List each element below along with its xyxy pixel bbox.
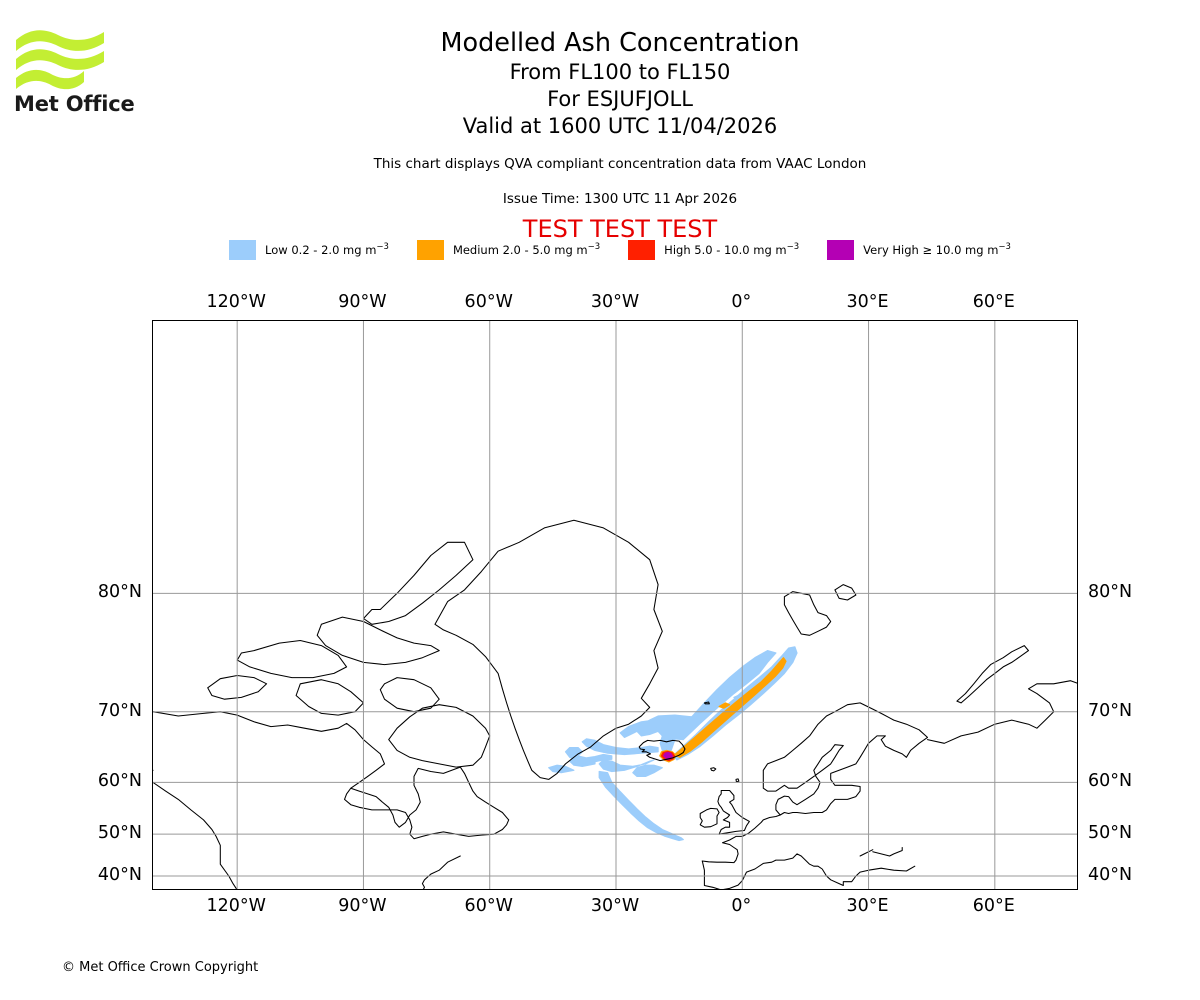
legend-label-low: Low 0.2 - 2.0 mg m−3 xyxy=(265,242,389,257)
lat-tick-right-60: 60°N xyxy=(1088,771,1133,792)
legend-swatch-high xyxy=(628,240,656,260)
coastline-segment-0 xyxy=(434,519,663,780)
coastline-segment-25 xyxy=(710,767,717,772)
coastline-segment-21 xyxy=(783,591,832,636)
legend-entry-low: Low 0.2 - 2.0 mg m−3 xyxy=(229,240,417,260)
ash-plume-low xyxy=(548,646,798,842)
coastline-segment-11 xyxy=(153,781,238,889)
flight-level-subtitle: From FL100 to FL150 xyxy=(509,60,731,84)
legend-label-high: High 5.0 - 10.0 mg m−3 xyxy=(664,242,800,257)
coastline-segment-2 xyxy=(316,616,440,666)
legend-label-medium: Medium 2.0 - 5.0 mg m−3 xyxy=(452,242,601,257)
lon-tick-top-30: 30°E xyxy=(846,292,889,312)
ash-low-polygon-8 xyxy=(598,770,684,842)
legend-label-very-high: Very High ≥ 10.0 mg m−3 xyxy=(863,242,1011,257)
coastline-segment-17 xyxy=(701,814,781,864)
lon-tick-top--60: 60°W xyxy=(464,292,513,312)
ash-low-polygon-6 xyxy=(569,758,596,767)
coastline-segment-14 xyxy=(717,789,750,835)
lon-tick-top-60: 60°E xyxy=(972,292,1015,312)
ash-medium-polygon-1 xyxy=(718,702,731,709)
chart-note: This chart displays QVA compliant concen… xyxy=(373,156,867,172)
coastline-segment-6 xyxy=(379,677,440,713)
concentration-legend: Low 0.2 - 2.0 mg m−3 Medium 2.0 - 5.0 mg … xyxy=(150,239,1090,261)
page-title: Modelled Ash Concentration xyxy=(440,28,800,58)
lon-tick-top--90: 90°W xyxy=(338,292,387,312)
map-frame xyxy=(152,320,1078,890)
lon-tick-top-0: 0° xyxy=(731,292,752,312)
coastline-segment-22 xyxy=(834,584,857,601)
legend-swatch-low xyxy=(229,240,257,260)
lat-tick-left-80: 80°N xyxy=(97,582,142,603)
volcano-subtitle: For ESJUFJOLL xyxy=(547,87,693,111)
coastline-segment-24 xyxy=(926,680,1077,744)
coastline-segment-20 xyxy=(859,849,874,857)
copyright-footer: © Met Office Crown Copyright xyxy=(62,960,259,975)
valid-time-subtitle: Valid at 1600 UTC 11/04/2026 xyxy=(462,114,778,138)
lon-tick-bottom-0: 0° xyxy=(731,896,752,916)
test-banner: TEST TEST TEST xyxy=(522,215,718,243)
lat-tick-right-40: 40°N xyxy=(1088,865,1133,886)
graticule xyxy=(153,321,1077,889)
legend-swatch-medium xyxy=(416,240,444,260)
legend-entry-medium: Medium 2.0 - 5.0 mg m−3 xyxy=(416,240,628,260)
coastline-segment-27 xyxy=(735,778,740,783)
legend-entry-high: High 5.0 - 10.0 mg m−3 xyxy=(628,240,827,260)
coastline-segment-19 xyxy=(872,846,903,857)
coastline-segment-5 xyxy=(295,679,365,716)
coastline-segment-23 xyxy=(956,645,1030,704)
coastline-segment-9 xyxy=(421,855,461,889)
lon-tick-top--120: 120°W xyxy=(206,292,266,312)
coastline-segment-16 xyxy=(762,702,929,816)
ash-low-polygon-7 xyxy=(598,759,655,773)
coastline-segment-13 xyxy=(638,739,686,762)
coastline-segment-26 xyxy=(703,701,710,705)
coastline-segment-4 xyxy=(207,674,268,700)
lat-tick-left-60: 60°N xyxy=(97,771,142,792)
coastline-segment-3 xyxy=(236,639,348,679)
met-office-wave-icon xyxy=(16,30,104,90)
ash-low-polygon-2 xyxy=(674,650,777,741)
title-block: Modelled Ash Concentration From FL100 to… xyxy=(180,28,1060,140)
coastlines xyxy=(153,519,1077,889)
map-container: 120°W 120°W 90°W 90°W 60°W 60°W 30°W 30°W 0° 0° 30… xyxy=(98,292,1132,916)
ash-low-polygon-9 xyxy=(632,764,663,777)
ash-medium-polygon-2 xyxy=(729,706,740,713)
coastline-segment-15 xyxy=(699,807,720,828)
ash-low-polygon-3 xyxy=(619,719,672,738)
lon-tick-top--30: 30°W xyxy=(590,292,640,312)
met-office-logo-text: Met Office xyxy=(14,92,135,116)
coastline-segment-1 xyxy=(362,541,474,625)
lat-tick-left-50: 50°N xyxy=(97,823,142,844)
legend-entry-very-high: Very High ≥ 10.0 mg m−3 xyxy=(827,240,1011,260)
coastline-segment-7 xyxy=(388,704,491,768)
lon-tick-bottom--90: 90°W xyxy=(338,896,387,916)
legend-swatch-very-high xyxy=(827,240,855,260)
lat-tick-right-70: 70°N xyxy=(1088,700,1133,721)
coastline-segment-18 xyxy=(701,853,916,889)
lat-tick-right-50: 50°N xyxy=(1088,823,1133,844)
lon-tick-bottom--60: 60°W xyxy=(464,896,513,916)
coastline-segment-8 xyxy=(153,711,510,840)
met-office-logo: Met Office xyxy=(14,26,204,118)
lat-tick-right-80: 80°N xyxy=(1088,582,1133,603)
lon-tick-bottom-60: 60°E xyxy=(972,896,1015,916)
issue-time: Issue Time: 1300 UTC 11 Apr 2026 xyxy=(502,191,738,207)
lon-tick-bottom--30: 30°W xyxy=(590,896,640,916)
lat-tick-left-70: 70°N xyxy=(97,700,142,721)
lon-tick-bottom--120: 120°W xyxy=(206,896,266,916)
lat-tick-left-40: 40°N xyxy=(97,865,142,886)
lon-tick-bottom-30: 30°E xyxy=(846,896,889,916)
ash-medium-polygon-0 xyxy=(673,657,787,758)
map-canvas xyxy=(153,321,1077,889)
